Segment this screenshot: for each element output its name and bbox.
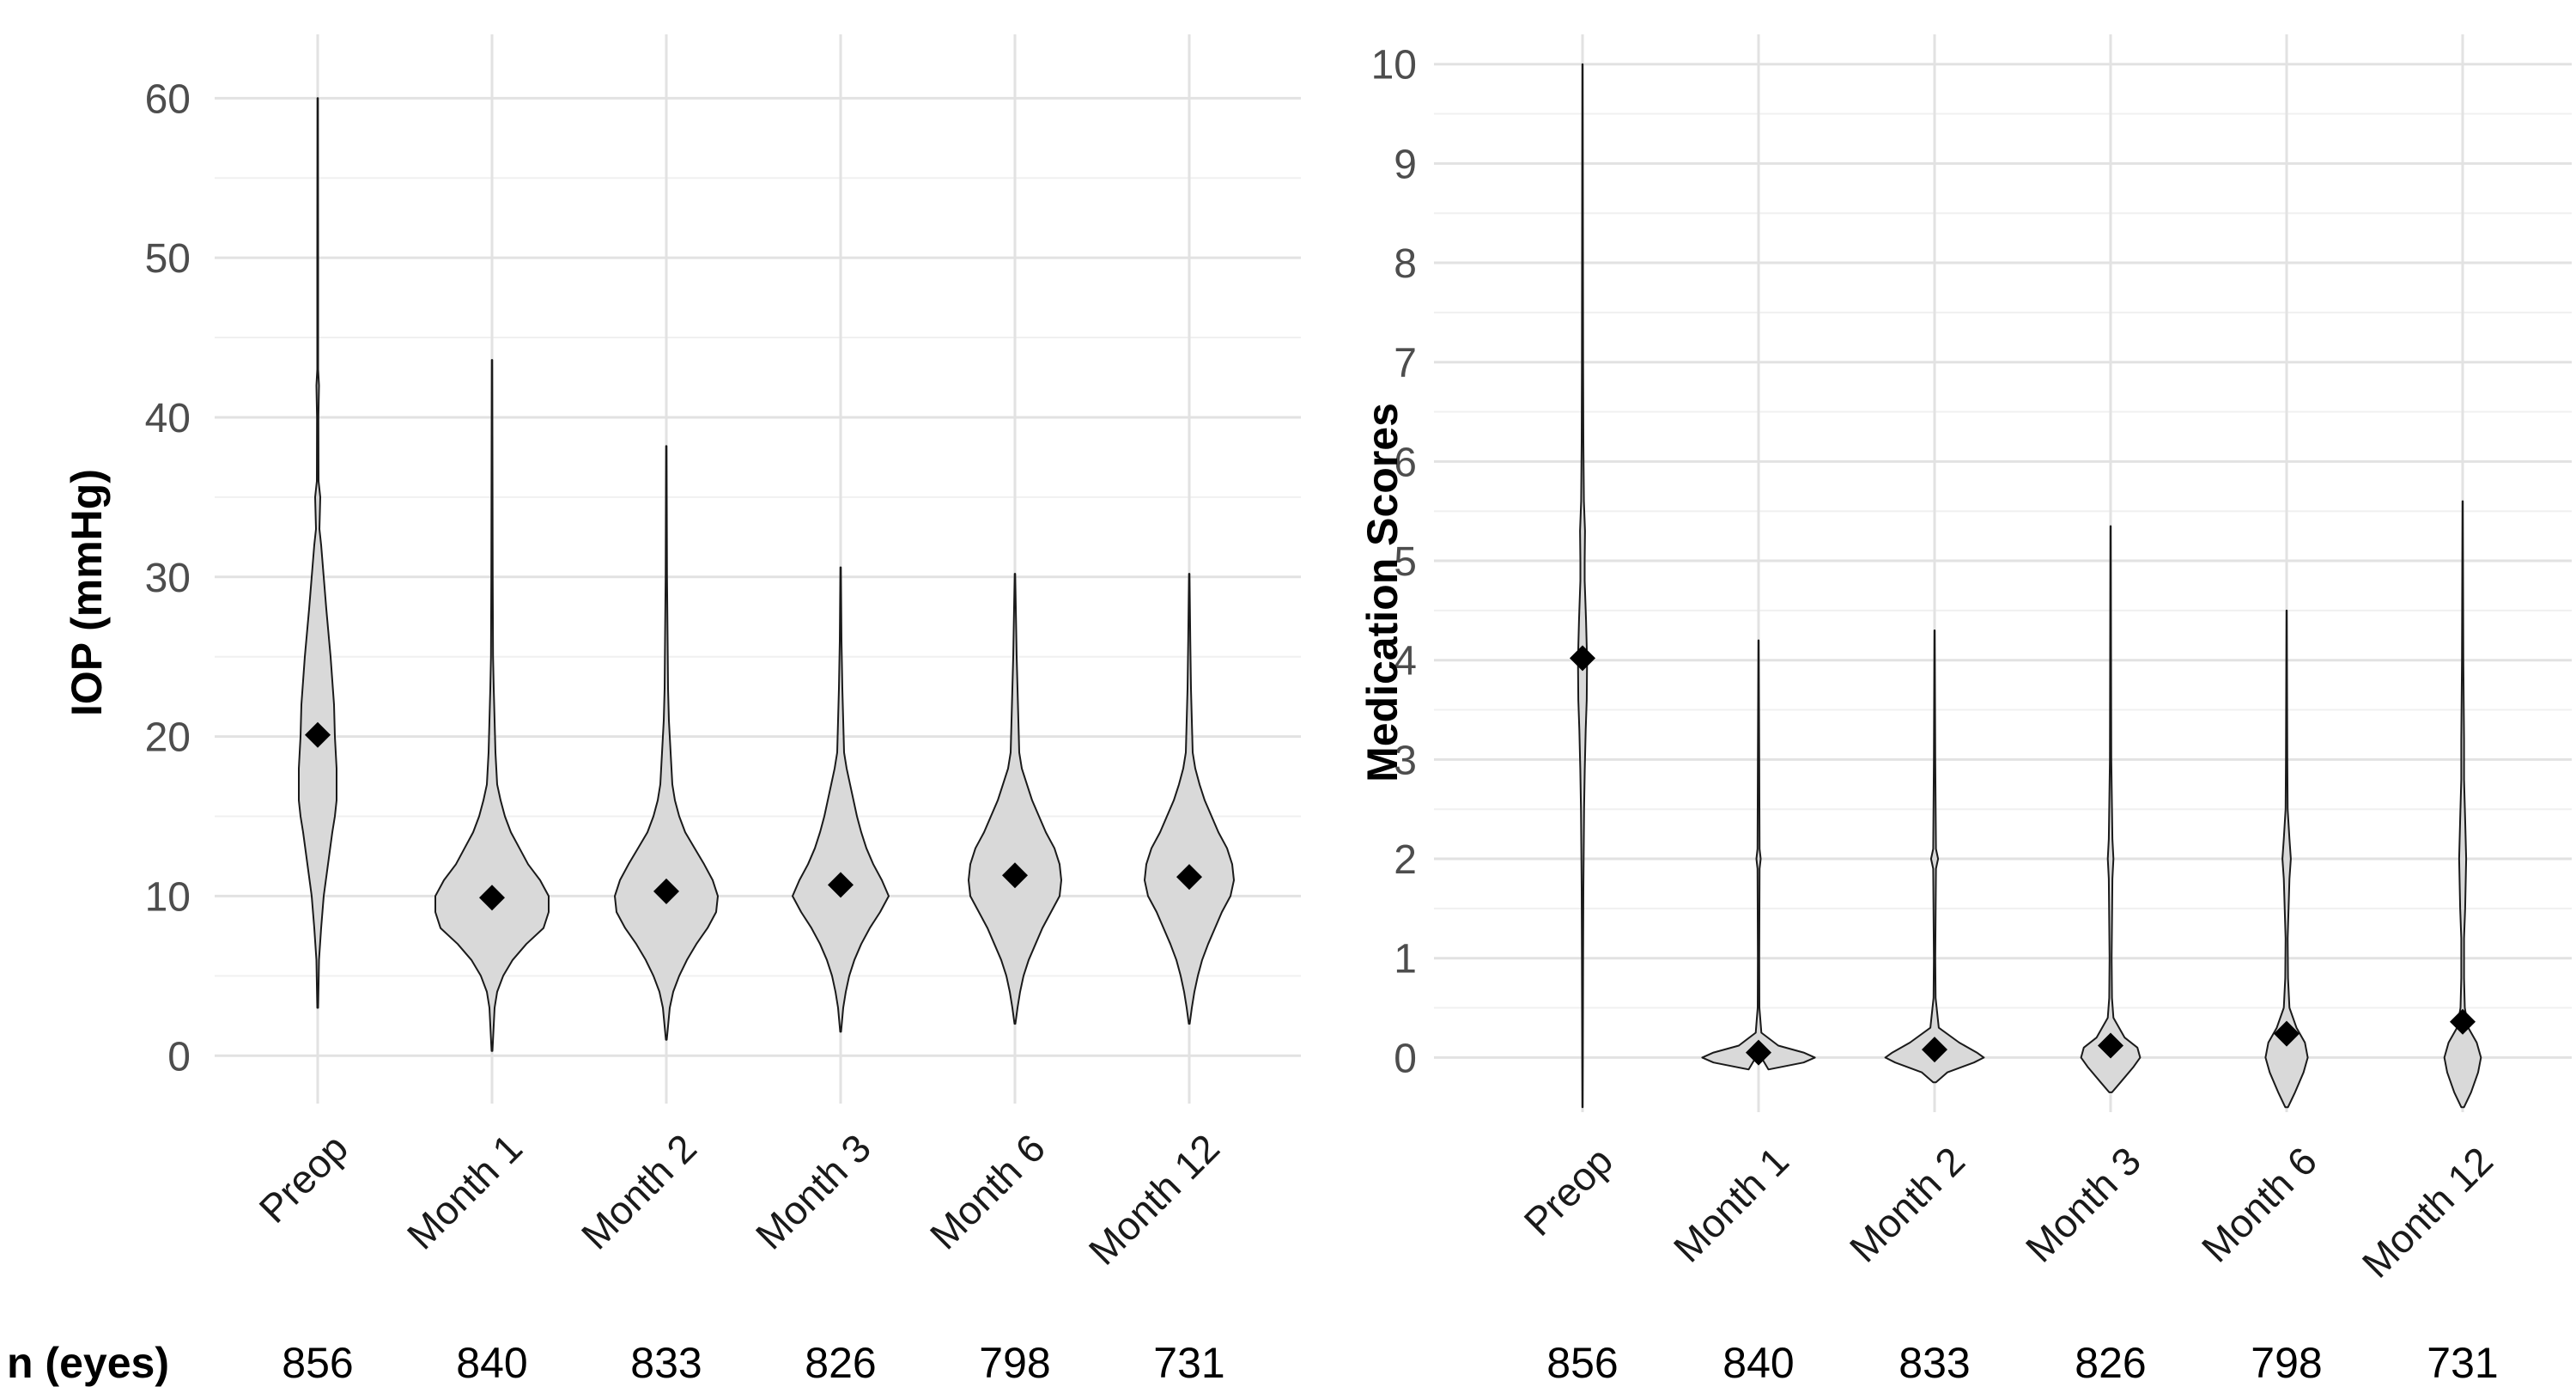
y-tick-label: 60	[145, 76, 191, 122]
x-tick-label: Month 3	[2017, 1138, 2149, 1270]
y-tick-label: 10	[1371, 43, 1417, 88]
n-eyes-value: 731	[2427, 1339, 2498, 1387]
n-eyes-value: 856	[282, 1339, 353, 1387]
y-tick-label: 0	[167, 1034, 191, 1080]
x-tick-label: Month 3	[747, 1125, 879, 1257]
y-tick-label: 4	[1394, 639, 1417, 684]
y-tick-label: 30	[145, 556, 191, 601]
medication-chart: 0 1 2 3 4 5 6 7 8 9 10 Medication Scores Preop Month …	[1358, 34, 2572, 1286]
x-tick-label: Month 6	[2193, 1138, 2325, 1270]
mean-marker	[2098, 1032, 2123, 1059]
violin-5	[2264, 609, 2309, 1109]
mean-marker	[1002, 862, 1028, 889]
violin-1	[1577, 63, 1589, 1109]
x-tick-label: Month 1	[1665, 1138, 1797, 1270]
violin-3	[1884, 630, 1985, 1084]
n-eyes-value: 833	[1899, 1339, 1970, 1387]
x-tick-label: Preop	[251, 1125, 357, 1232]
y-tick-label: 50	[145, 236, 191, 282]
mean-marker	[479, 885, 505, 911]
n-eyes-value: 798	[2251, 1339, 2322, 1387]
y-tick-label: 7	[1394, 341, 1417, 386]
n-eyes-value: 833	[630, 1339, 702, 1387]
y-tick-label: 10	[145, 874, 191, 920]
x-tick-label: Month 12	[2354, 1138, 2501, 1286]
violin-2	[1701, 639, 1816, 1071]
x-tick-label: Month 1	[398, 1125, 531, 1257]
x-tick-label: Preop	[1516, 1138, 1622, 1244]
n-eyes-value: 856	[1546, 1339, 1618, 1387]
violin-4	[792, 566, 890, 1033]
mean-marker	[305, 721, 331, 748]
n-eyes-value: 798	[979, 1339, 1050, 1387]
n-eyes-row: n (eyes) 856 840 833 826 798 731 856 840 833 826 7…	[7, 1339, 2499, 1387]
violin-3	[614, 445, 719, 1041]
n-eyes-value: 826	[2075, 1339, 2146, 1387]
y-tick-label: 9	[1394, 142, 1417, 187]
y-tick-label: 5	[1394, 539, 1417, 585]
n-eyes-value: 826	[805, 1339, 876, 1387]
mean-marker	[653, 878, 679, 904]
mean-marker	[2274, 1020, 2300, 1047]
mean-marker	[1746, 1039, 1771, 1066]
y-tick-label: 8	[1394, 241, 1417, 287]
mean-marker	[828, 872, 854, 898]
y-axis-label: Medication Scores	[1358, 403, 1406, 782]
violin-6	[1144, 573, 1235, 1025]
x-tick-label: Month 6	[921, 1125, 1054, 1257]
y-tick-label: 40	[145, 396, 191, 441]
violin-5	[968, 573, 1062, 1025]
n-eyes-value: 840	[1722, 1339, 1794, 1387]
mean-marker	[2450, 1008, 2476, 1035]
y-tick-label: 6	[1394, 440, 1417, 485]
y-tick-label: 20	[145, 715, 191, 761]
n-eyes-value: 840	[456, 1339, 527, 1387]
mean-marker	[1922, 1037, 1947, 1063]
n-eyes-label: n (eyes)	[7, 1339, 169, 1387]
y-tick-label: 3	[1394, 738, 1417, 783]
mean-marker	[1176, 864, 1202, 891]
x-tick-label: Month 12	[1080, 1125, 1228, 1273]
x-tick-label: Month 2	[573, 1125, 705, 1257]
mean-marker	[1570, 645, 1595, 672]
x-tick-label: Month 2	[1841, 1138, 1973, 1270]
y-tick-label: 0	[1394, 1036, 1417, 1081]
violin-2	[434, 359, 550, 1052]
violin-1	[298, 97, 337, 1009]
y-axis-label: IOP (mmHg)	[63, 469, 111, 716]
iop-chart: 0 10 20 30 40 50 60 IOP (mmHg) Preop Month 1 Month…	[63, 34, 1301, 1274]
y-tick-label: 2	[1394, 837, 1417, 883]
y-tick-label: 1	[1394, 937, 1417, 982]
n-eyes-value: 731	[1153, 1339, 1224, 1387]
violin-4	[2080, 525, 2142, 1093]
